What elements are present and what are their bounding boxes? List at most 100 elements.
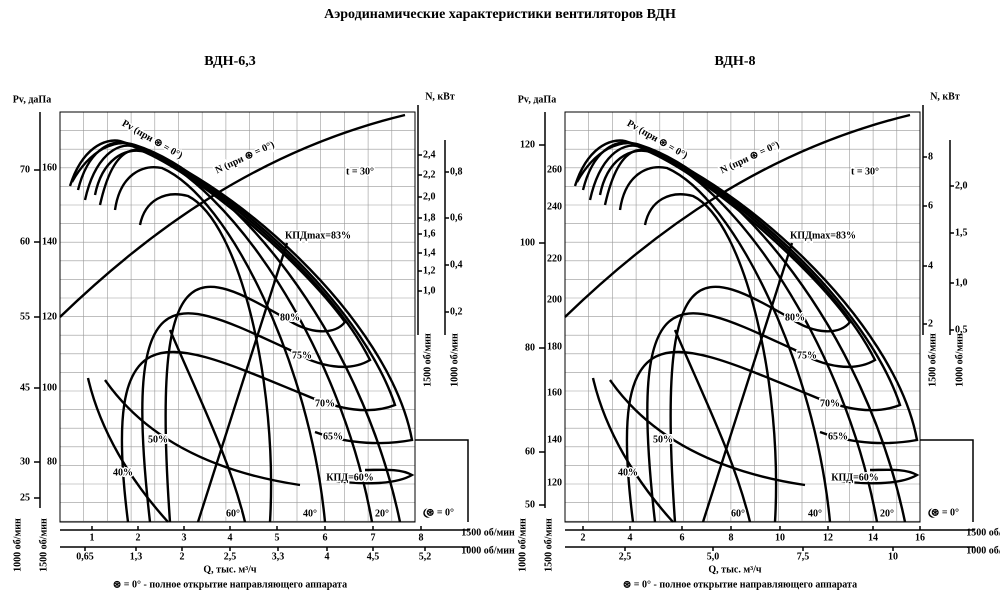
annotation: 50% <box>148 434 168 445</box>
annotation: 65% <box>323 431 343 442</box>
y2-tick-label: 4 <box>928 260 933 271</box>
curve <box>93 149 374 523</box>
annotation: N (при ⊛ = 0°) <box>214 139 277 176</box>
rpm-label: 1500 об/мин <box>927 333 938 387</box>
annotation: 80% <box>280 312 300 323</box>
x-tick-label: 5,2 <box>419 551 432 562</box>
x-tick-label: 2 <box>136 532 141 543</box>
x-tick-label: 3,3 <box>272 551 285 562</box>
box <box>920 439 974 522</box>
curves: Pv (при ⊛ = 0°) N (при ⊛ = 0°) t = 30°КПДm… <box>564 113 961 523</box>
panel-title: ВДН-8 <box>715 54 756 69</box>
curve <box>701 242 794 523</box>
axis-title: Pv, даПа <box>518 94 556 105</box>
rpm-label: 1500 об/мин <box>966 527 1000 538</box>
x-tick-label: 10 <box>775 532 785 543</box>
annotation: 20° <box>880 508 894 519</box>
symbol <box>928 508 938 518</box>
x-tick-label: 4 <box>628 532 633 543</box>
curve <box>609 379 806 487</box>
annotation: 50% <box>653 434 673 445</box>
x-tick-label: 3 <box>182 532 187 543</box>
y2-tick-label: 1,2 <box>423 265 436 276</box>
annotation: КПДmax=83% <box>790 230 856 241</box>
annotation: 40° <box>303 508 317 519</box>
curve <box>618 166 832 523</box>
y2-tick-label: 0,8 <box>450 166 463 177</box>
panel-title: ВДН-6,3 <box>204 54 256 69</box>
page-title: Аэродинамические характеристики вентилят… <box>324 7 676 22</box>
curve <box>59 113 406 318</box>
panel: ВДН-6,3 Pv, даПа N, кВт Q, тыс. м³/ч 1500 об… <box>12 54 515 575</box>
y-tick-label: 55 <box>20 311 30 322</box>
annotation: N (при ⊛ = 0°) <box>719 139 782 176</box>
rpm-label: 1000 об/мин <box>461 545 515 556</box>
curve <box>591 377 674 523</box>
note: ⊛ = 0° - полное открытие направляющего а… <box>623 579 857 590</box>
x-tick-label: 7 <box>371 532 376 543</box>
x-tick-label: 16 <box>915 532 925 543</box>
y-tick-label: 50 <box>525 499 535 510</box>
y-tick-label: 160 <box>42 162 57 173</box>
y-tick-label: 200 <box>547 294 562 305</box>
annotation: 75% <box>797 350 817 361</box>
y-tick-label: 80 <box>525 342 535 353</box>
annotation: ⊛ = 0° <box>426 507 454 518</box>
y-tick-label: 180 <box>547 341 562 352</box>
rpm-label: 1000 об/мин <box>12 518 23 572</box>
curve <box>68 139 414 445</box>
symbol <box>423 508 433 518</box>
y2-tick-label: 1,8 <box>423 212 436 223</box>
curve <box>673 329 752 523</box>
x-tick-label: 1 <box>90 532 95 543</box>
y2-tick-label: 0,2 <box>450 306 463 317</box>
x-tick-label: 4,5 <box>367 551 380 562</box>
y2-tick-label: 0,4 <box>450 259 463 270</box>
y2-tick-label: 1,5 <box>955 227 968 238</box>
y-tick-label: 100 <box>42 382 57 393</box>
box <box>415 439 469 522</box>
y-tick-label: 60 <box>20 236 30 247</box>
annotation: 40% <box>113 467 133 478</box>
x-tick-label: 14 <box>868 532 878 543</box>
axis-title: N, кВт <box>425 91 455 102</box>
y-tick-label: 100 <box>520 237 535 248</box>
annotation: 40% <box>618 467 638 478</box>
x-tick-label: 10 <box>888 551 898 562</box>
rpm-label: 1000 об/мин <box>966 545 1000 556</box>
y-tick-label: 120 <box>520 139 535 150</box>
annotation: t = 30° <box>851 166 879 177</box>
y-tick-label: 30 <box>20 456 30 467</box>
annotation: 75% <box>292 350 312 361</box>
axis-title: Pv, даПа <box>13 94 51 105</box>
x-tick-label: 4 <box>325 551 330 562</box>
rpm-label: 1000 об/мин <box>517 518 528 572</box>
annotation: 40° <box>808 508 822 519</box>
y2-tick-label: 0,6 <box>450 212 463 223</box>
curve <box>196 242 289 523</box>
curve <box>329 468 415 485</box>
curve <box>168 329 247 523</box>
x-tick-label: 2,5 <box>619 551 632 562</box>
axis-title: Q, тыс. м³/ч <box>203 564 257 575</box>
annotation: ⊛ = 0° <box>931 507 959 518</box>
annotation: 70% <box>820 398 840 409</box>
curve <box>86 377 169 523</box>
x-tick-label: 5 <box>275 532 280 543</box>
x-tick-label: 5,0 <box>707 551 720 562</box>
annotation: КПД=60% <box>326 472 374 483</box>
y2-tick-label: 1,0 <box>423 285 436 296</box>
y-tick-label: 140 <box>42 236 57 247</box>
x-tick-label: 2 <box>180 551 185 562</box>
x-tick-label: 6 <box>680 532 685 543</box>
x-tick-label: 8 <box>729 532 734 543</box>
annotation: 70% <box>315 398 335 409</box>
annotation: t = 30° <box>346 166 374 177</box>
annotation: 65% <box>828 431 848 442</box>
y2-tick-label: 2,0 <box>423 191 436 202</box>
x-tick-label: 2 <box>581 532 586 543</box>
y-tick-label: 80 <box>47 456 57 467</box>
note: ⊛ = 0° - полное открытие направляющего а… <box>113 579 347 590</box>
x-tick-label: 1,3 <box>130 551 143 562</box>
y-tick-label: 45 <box>20 382 30 393</box>
